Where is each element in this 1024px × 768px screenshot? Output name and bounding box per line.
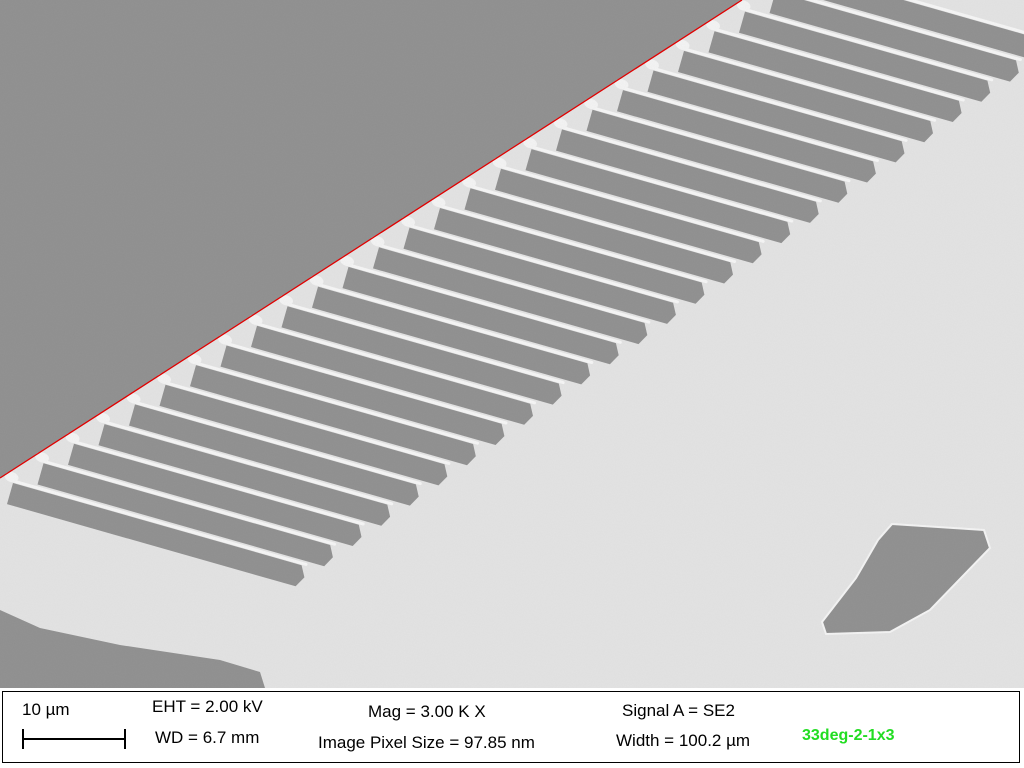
sem-micrograph (0, 0, 1024, 688)
scale-bar (22, 738, 126, 740)
scale-bar-tick-right (124, 729, 126, 749)
width-value: Width = 100.2 µm (616, 731, 751, 750)
grain-overlay (0, 0, 1024, 688)
wd-value: WD = 6.7 mm (155, 728, 260, 747)
pixel-size-value: Image Pixel Size = 97.85 nm (318, 733, 535, 752)
edge-line (0, 0, 743, 479)
eht-value: EHT = 2.00 kV (152, 697, 263, 716)
sem-databar: 10 µm EHT = 2.00 kV WD = 6.7 mm Mag = 3.… (0, 688, 1024, 768)
mag-value: Mag = 3.00 K X (368, 702, 486, 721)
sem-micrograph-svg (0, 0, 1024, 688)
sample-label: 33deg-2-1x3 (802, 727, 895, 744)
signal-value: Signal A = SE2 (622, 701, 735, 720)
databar-frame (2, 691, 1020, 763)
scale-bar-label: 10 µm (22, 700, 70, 719)
